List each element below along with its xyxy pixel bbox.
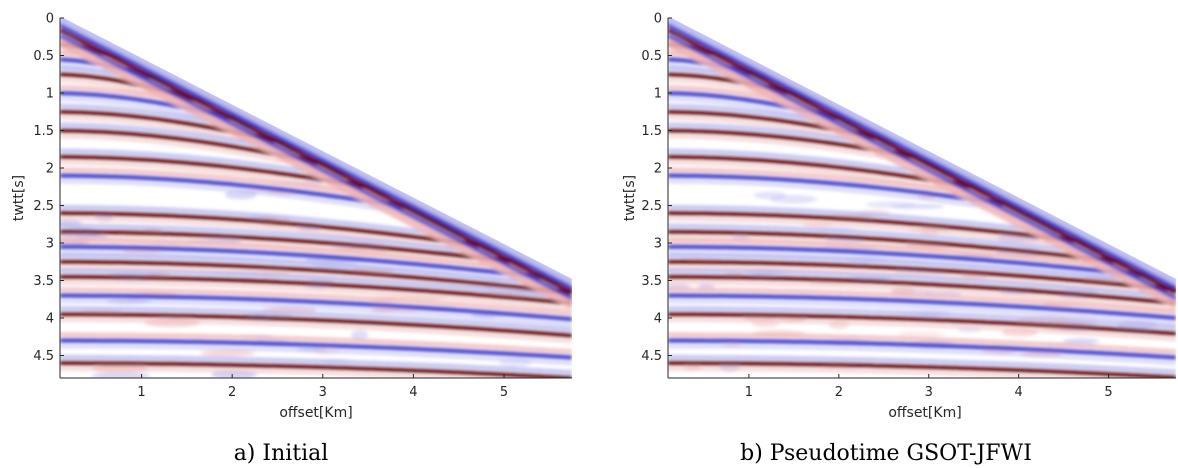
y-tick-label: 3.5 [33, 274, 54, 289]
y-axis-label: twtt[s] [622, 175, 638, 221]
noise-blob [865, 201, 917, 209]
reflection-side-lobe [668, 306, 1176, 330]
reflection-side-lobe [60, 355, 572, 375]
direct-arrival [60, 18, 572, 288]
noise-blob [897, 331, 946, 338]
direct-arrival [60, 34, 572, 301]
direct-arrival [668, 38, 1176, 309]
y-tick-label: 4 [654, 312, 662, 327]
reflection-side-lobe [60, 253, 572, 289]
reflection-side-lobe [668, 253, 1176, 288]
direct-arrival [60, 23, 572, 290]
direct-arrival [668, 18, 1176, 288]
reflection-side-lobe [60, 223, 572, 288]
x-tick-label: 1 [137, 385, 145, 400]
noise-blob [753, 191, 787, 200]
reflection-event [60, 338, 572, 360]
reflection-side-lobe [60, 332, 572, 354]
x-axis-label: offset[Km] [279, 405, 352, 421]
reflection-event [60, 311, 572, 338]
reflection-event [60, 244, 572, 294]
y-tick-label: 1 [654, 87, 662, 102]
axes: 0 0.5 1 1.5 2 2.5 3 3.5 4 4.5 1 2 3 4 5 [33, 12, 572, 400]
y-tick-label: 0.5 [33, 49, 54, 64]
noise-blob [200, 349, 256, 357]
reflection-side-lobe [668, 345, 1176, 365]
direct-arrival [668, 27, 1176, 296]
x-tick-label: 4 [409, 385, 417, 400]
reflection-side-lobe [60, 318, 572, 343]
panel-caption: a) Initial [234, 441, 329, 466]
reflection-side-lobe [60, 281, 572, 311]
x-tick-label: 2 [228, 385, 236, 400]
y-tick-label: 4 [46, 312, 54, 327]
panel-pseudotime-gsot-jfwi: 0 0.5 1 1.5 2 2.5 3 3.5 4 4.5 1 2 3 4 5 offset[Km] twt… [622, 12, 1176, 466]
quiet-zone [671, 18, 1176, 279]
reflection-event [60, 360, 572, 378]
y-tick-label: 2 [46, 162, 54, 177]
x-tick-label: 5 [500, 385, 508, 400]
y-tick-label: 1.5 [641, 124, 662, 139]
x-axis-label: offset[Km] [888, 405, 961, 421]
noise-blob [91, 372, 151, 378]
reflection-event [60, 274, 572, 306]
reflection-event [668, 259, 1176, 294]
quiet-zone [63, 18, 572, 279]
direct-arrival [668, 23, 1176, 290]
reflection-event [668, 244, 1176, 294]
reflection-event [668, 293, 1176, 321]
seismic-gather-plot [668, 18, 1176, 378]
direct-arrival [60, 38, 572, 309]
y-tick-label: 1.5 [33, 124, 54, 139]
seismic-gather-plot [60, 18, 572, 378]
y-tick-label: 0 [654, 12, 662, 27]
reflection-side-lobe [60, 300, 572, 327]
reflection-side-lobe [668, 367, 1100, 378]
reflection-side-lobe [60, 367, 484, 378]
x-tick-label: 1 [745, 385, 753, 400]
y-tick-label: 3 [654, 237, 662, 252]
reflection-side-lobe [60, 345, 572, 365]
y-tick-label: 2 [654, 162, 662, 177]
reflection-side-lobe [668, 287, 1176, 314]
reflection-event [60, 293, 572, 322]
y-tick-label: 0 [46, 12, 54, 27]
reflection-side-lobe [60, 268, 572, 300]
reflection-side-lobe [668, 281, 1176, 311]
y-tick-label: 2.5 [33, 199, 54, 214]
reflection-side-lobe [668, 332, 1176, 354]
reflection-side-lobe [668, 223, 1176, 288]
panel-caption: b) Pseudotime GSOT-JFWI [740, 441, 1032, 466]
y-axis-label: twtt[s] [11, 175, 27, 221]
reflection-side-lobe [60, 287, 572, 316]
y-tick-label: 2.5 [641, 199, 662, 214]
x-tick-label: 2 [835, 385, 843, 400]
panel-initial: 0 0.5 1 1.5 2 2.5 3 3.5 4 4.5 1 2 3 4 5 offset[Km] twt… [11, 12, 572, 466]
noise-blob [351, 330, 369, 340]
reflection-side-lobe [668, 300, 1176, 326]
direct-arrival [60, 27, 572, 296]
y-tick-label: 0.5 [641, 49, 662, 64]
reflection-side-lobe [668, 318, 1176, 341]
y-tick-label: 1 [46, 87, 54, 102]
x-tick-label: 3 [925, 385, 933, 400]
x-tick-label: 4 [1015, 385, 1023, 400]
reflection-event [668, 360, 1176, 378]
reflection-event [668, 338, 1176, 360]
reflection-side-lobe [60, 306, 572, 332]
axes: 0 0.5 1 1.5 2 2.5 3 3.5 4 4.5 1 2 3 4 5 [641, 12, 1176, 400]
y-tick-label: 3.5 [641, 274, 662, 289]
x-tick-label: 3 [319, 385, 327, 400]
y-tick-label: 4.5 [33, 349, 54, 364]
reflection-event [668, 311, 1176, 336]
direct-arrival [668, 34, 1176, 301]
y-tick-label: 4.5 [641, 349, 662, 364]
x-tick-label: 5 [1104, 385, 1112, 400]
reflection-side-lobe [668, 268, 1176, 300]
reflection-event [60, 259, 572, 296]
reflection-event [668, 274, 1176, 306]
reflection-side-lobe [668, 355, 1176, 374]
y-tick-label: 3 [46, 237, 54, 252]
